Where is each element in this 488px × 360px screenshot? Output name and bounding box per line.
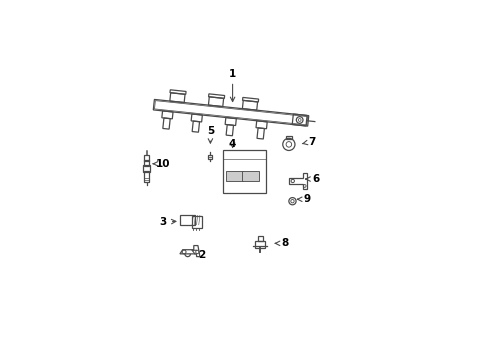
Text: 10: 10 [153, 159, 170, 169]
Text: 6: 6 [305, 174, 319, 184]
Bar [223, 150, 265, 193]
Bar [144, 156, 148, 161]
Text: 9: 9 [297, 194, 310, 204]
Bar [242, 171, 258, 181]
Bar [191, 216, 202, 228]
Bar [257, 235, 263, 240]
Bar [285, 135, 291, 139]
Text: 8: 8 [275, 238, 288, 248]
Bar [226, 171, 242, 181]
Text: 1: 1 [228, 69, 236, 102]
Text: 7: 7 [302, 136, 315, 147]
Bar [143, 171, 149, 182]
Bar [180, 215, 195, 225]
Text: 4: 4 [228, 139, 236, 149]
Text: 2: 2 [192, 250, 205, 260]
Text: 5: 5 [206, 126, 214, 143]
Bar [143, 165, 150, 172]
Bar [255, 240, 265, 248]
Text: 3: 3 [160, 217, 176, 227]
Bar [207, 155, 211, 159]
Bar [143, 160, 149, 166]
